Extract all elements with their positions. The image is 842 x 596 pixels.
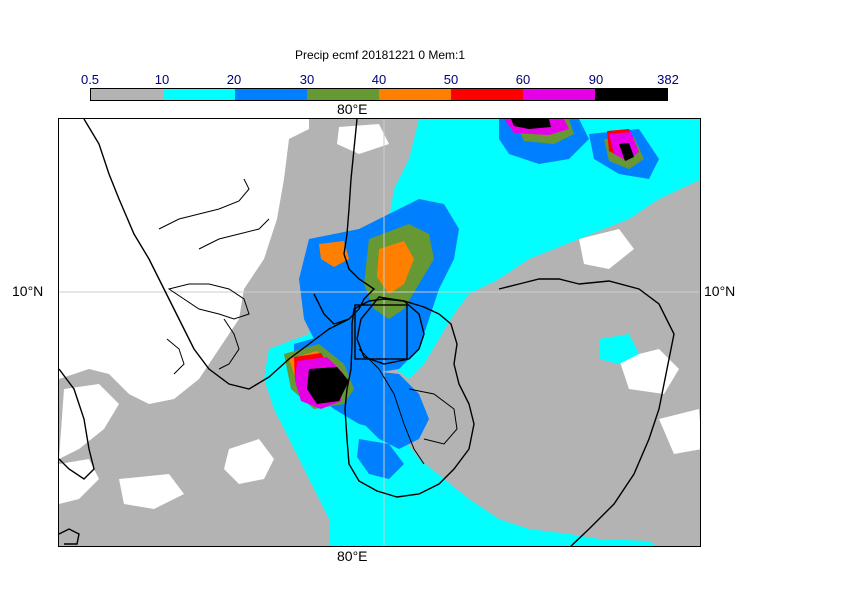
terrain-contours — [158, 178, 458, 465]
colorbar-label: 20 — [226, 72, 242, 87]
colorbar — [90, 88, 668, 101]
colorbar-segment — [379, 89, 451, 100]
colorbar-label: 60 — [515, 72, 531, 87]
colorbar-segment — [595, 89, 667, 100]
colorbar-label: 50 — [443, 72, 459, 87]
colorbar-label: 10 — [154, 72, 170, 87]
colorbar-label: 382 — [657, 72, 679, 87]
colorbar-segment — [91, 89, 163, 100]
chart-title: Precip ecmf 20181221 0 Mem:1 — [294, 48, 466, 62]
dry-areas — [59, 119, 700, 509]
colorbar-label: 30 — [299, 72, 315, 87]
colorbar-label: 0.5 — [80, 72, 100, 87]
coastlines — [59, 119, 675, 546]
lat-label-right: 10°N — [704, 283, 736, 299]
map-panel — [58, 118, 701, 547]
colorbar-segment — [523, 89, 595, 100]
precip-map — [59, 119, 700, 546]
colorbar-segment — [307, 89, 379, 100]
colorbar-label: 90 — [588, 72, 604, 87]
lon-label-bottom: 80°E — [337, 548, 368, 564]
colorbar-segment — [235, 89, 307, 100]
region-box — [354, 304, 408, 360]
colorbar-segment — [451, 89, 523, 100]
lat-label-left: 10°N — [12, 283, 44, 299]
lon-label-top: 80°E — [337, 101, 368, 117]
colorbar-label: 40 — [371, 72, 387, 87]
colorbar-segment — [163, 89, 235, 100]
precip-field-90-382 — [307, 119, 634, 404]
